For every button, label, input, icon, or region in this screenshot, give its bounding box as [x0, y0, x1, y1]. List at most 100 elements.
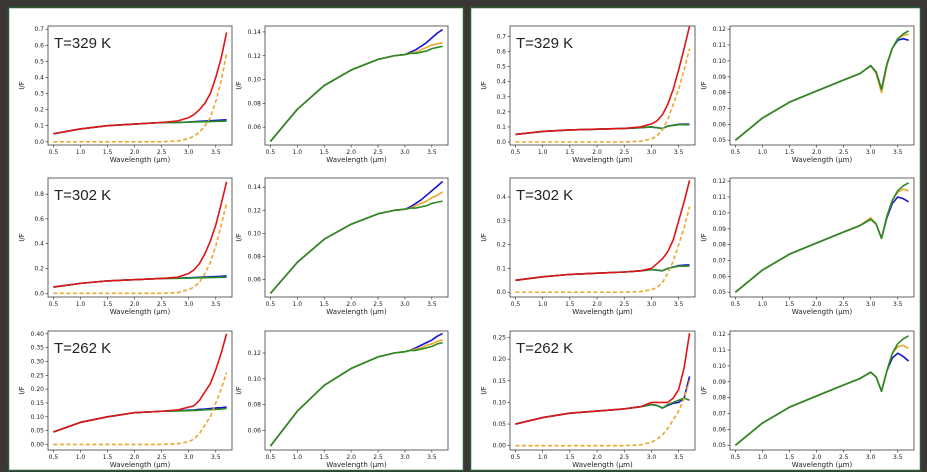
y-tick-label: 0.0: [496, 139, 506, 146]
x-tick-label: 3.0: [866, 149, 876, 156]
y-axis-label: I/F: [700, 386, 708, 394]
x-axis-label: Wavelength (µm): [326, 461, 387, 469]
plot-frame: [264, 330, 449, 451]
plot-frame: [509, 330, 696, 451]
x-tick-label: 2.5: [157, 454, 167, 461]
annotation: T=329 K: [54, 35, 111, 52]
y-tick-label: 0.0: [496, 289, 506, 296]
y-tick-label: 0.11: [713, 194, 727, 201]
y-axis-label: I/F: [18, 386, 26, 394]
y-tick-label: 0.14: [248, 29, 262, 36]
x-axis-label: Wavelength (µm): [326, 156, 387, 164]
x-tick-label: 1.5: [785, 454, 795, 461]
data-line: [269, 341, 443, 447]
y-tick-label: 0.12: [248, 350, 262, 357]
data-line: [515, 48, 691, 143]
plot: [269, 28, 444, 142]
data-line: [269, 200, 443, 295]
plot: [734, 182, 909, 293]
x-axis-label: Wavelength (µm): [326, 308, 387, 316]
x-tick-label: 2.5: [839, 454, 849, 461]
y-tick-label: 0.07: [713, 106, 727, 113]
x-tick-label: 1.0: [538, 301, 548, 308]
y-tick-label: 0.1: [496, 265, 506, 272]
y-tick-label: 0.6: [34, 216, 44, 223]
y-tick-label: 0.10: [31, 414, 45, 421]
y-tick-label: 0.10: [248, 230, 262, 237]
x-axis-label: Wavelength (µm): [572, 461, 633, 469]
plot-frame: [729, 177, 915, 298]
y-tick-label: 0.10: [713, 58, 727, 65]
x-tick-label: 1.5: [103, 301, 113, 308]
x-axis-label: Wavelength (µm): [110, 461, 171, 469]
data-line: [515, 206, 691, 294]
x-tick-label: 0.5: [511, 454, 521, 461]
plot: [734, 30, 909, 141]
y-tick-label: 0.3: [496, 94, 506, 101]
x-tick-label: 1.5: [103, 454, 113, 461]
x-axis-label: Wavelength (µm): [792, 308, 853, 316]
y-axis-label: I/F: [235, 386, 243, 394]
x-axis-label: Wavelength (µm): [792, 156, 853, 164]
plot: [515, 333, 691, 447]
y-tick-label: 0.06: [248, 428, 262, 435]
y-tick-label: 0.12: [713, 178, 727, 185]
y-tick-label: 0.7: [34, 26, 44, 33]
x-tick-label: 3.0: [400, 149, 410, 156]
y-tick-label: 0.6: [34, 42, 44, 49]
data-line: [515, 333, 691, 425]
x-tick-label: 3.5: [211, 301, 221, 308]
y-tick-label: 0.09: [713, 379, 727, 386]
y-tick-label: 0.0: [34, 290, 44, 297]
y-tick-label: 0.09: [713, 226, 727, 233]
y-tick-label: 0.1: [496, 124, 506, 131]
x-tick-label: 1.5: [319, 454, 329, 461]
x-axis-label: Wavelength (µm): [572, 156, 633, 164]
x-tick-label: 1.0: [538, 454, 548, 461]
y-axis-label: I/F: [480, 233, 488, 241]
x-tick-label: 3.0: [400, 301, 410, 308]
x-tick-label: 3.5: [427, 301, 437, 308]
x-tick-label: 3.0: [866, 301, 876, 308]
data-line: [53, 181, 228, 288]
y-tick-label: 0.05: [713, 442, 727, 449]
data-line: [515, 25, 691, 136]
y-tick-label: 0.00: [31, 441, 45, 448]
x-tick-label: 3.0: [647, 149, 657, 156]
plot: [269, 332, 443, 447]
x-tick-label: 0.5: [266, 301, 276, 308]
y-axis-label: I/F: [235, 81, 243, 89]
plot: [53, 32, 228, 143]
x-tick-label: 1.0: [76, 149, 86, 156]
y-tick-label: 0.25: [31, 372, 45, 379]
x-tick-label: 0.5: [731, 454, 741, 461]
x-tick-label: 1.0: [293, 301, 303, 308]
y-tick-label: 0.05: [713, 137, 727, 144]
data-line: [734, 182, 909, 293]
data-line: [53, 333, 228, 433]
x-tick-label: 1.5: [319, 301, 329, 308]
data-line: [269, 45, 443, 142]
y-tick-label: 0.4: [34, 74, 44, 81]
plot: [269, 180, 444, 295]
y-tick-label: 0.00: [493, 443, 507, 450]
y-tick-label: 0.25: [493, 334, 507, 341]
x-tick-label: 1.5: [565, 454, 575, 461]
x-tick-label: 1.0: [758, 149, 768, 156]
y-tick-label: 0.12: [248, 53, 262, 60]
x-tick-label: 2.0: [130, 454, 140, 461]
x-tick-label: 2.0: [812, 149, 822, 156]
plot-frame: [509, 25, 696, 146]
x-tick-label: 0.5: [731, 149, 741, 156]
annotation: T=262 K: [54, 340, 111, 357]
y-tick-label: 0.08: [248, 100, 262, 107]
y-tick-label: 0.08: [713, 395, 727, 402]
x-tick-label: 3.5: [893, 149, 903, 156]
y-tick-label: 0.5: [496, 64, 506, 71]
plot-frame: [729, 330, 915, 451]
x-tick-label: 0.5: [731, 301, 741, 308]
data-line: [53, 372, 228, 446]
y-tick-label: 0.3: [496, 218, 506, 225]
y-tick-label: 0.4: [496, 79, 506, 86]
